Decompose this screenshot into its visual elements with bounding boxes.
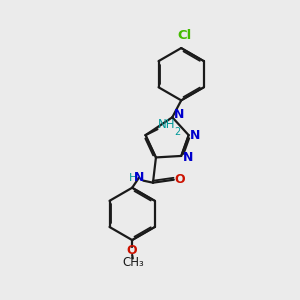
Text: N: N — [134, 171, 144, 184]
Text: Cl: Cl — [177, 29, 191, 42]
Text: H: H — [129, 172, 137, 183]
Text: N: N — [183, 151, 193, 164]
Text: N: N — [190, 129, 200, 142]
Text: O: O — [127, 244, 137, 257]
Text: N: N — [174, 108, 184, 122]
Text: CH₃: CH₃ — [122, 256, 144, 269]
Text: O: O — [174, 173, 185, 186]
Text: NH: NH — [158, 118, 175, 131]
Text: 2: 2 — [175, 127, 181, 137]
